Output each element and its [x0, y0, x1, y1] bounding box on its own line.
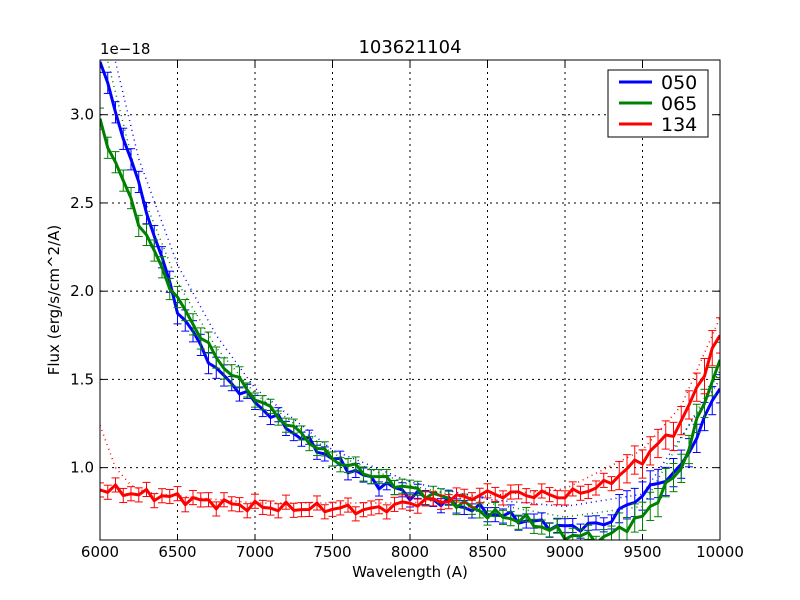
x-tick-label: 8500 [468, 543, 506, 561]
chart-title: 103621104 [358, 37, 461, 58]
x-tick-label: 8000 [391, 543, 429, 561]
x-tick-label: 7000 [236, 543, 274, 561]
y-tick-label: 3.0 [70, 106, 94, 124]
y-offset-label: 1e−18 [100, 40, 150, 58]
y-tick-label: 1.5 [70, 370, 94, 388]
legend: 050 065 134 [607, 69, 709, 138]
legend-label-134: 134 [661, 114, 697, 136]
x-tick-label: 6500 [158, 543, 196, 561]
series-line-065 [100, 118, 720, 540]
series-line-134 [100, 334, 720, 516]
series-134 [100, 317, 720, 522]
x-tick-label: 6000 [81, 543, 119, 561]
x-axis-label: Wavelength (A) [352, 563, 468, 581]
series-layer [100, 60, 720, 540]
y-tick-label: 2.0 [70, 282, 94, 300]
model-curve-065 [107, 61, 720, 518]
x-tick-label: 7500 [313, 543, 351, 561]
legend-label-065: 065 [661, 93, 697, 115]
x-tick-label: 9000 [546, 543, 584, 561]
axis-ticks: 6000 6500 7000 7500 8000 8500 9000 9500 10000 1.0… [70, 60, 744, 561]
x-tick-label: 10000 [696, 543, 744, 561]
y-tick-label: 2.5 [70, 194, 94, 212]
y-axis-label: Flux (erg/s/cm^2/A) [45, 225, 63, 376]
legend-label-050: 050 [661, 72, 697, 94]
series-065 [100, 107, 720, 540]
x-tick-label: 9500 [623, 543, 661, 561]
y-tick-label: 1.0 [70, 459, 94, 477]
